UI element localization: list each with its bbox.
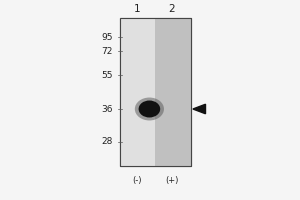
Text: (+): (+) (165, 176, 178, 186)
Bar (120, 18, 154, 166)
Text: 72: 72 (101, 46, 112, 55)
Polygon shape (193, 104, 206, 114)
Text: 28: 28 (101, 138, 112, 146)
Text: 95: 95 (101, 32, 112, 42)
Bar (154, 18, 190, 166)
Ellipse shape (139, 100, 160, 117)
Bar (120, 18, 190, 166)
Text: 2: 2 (168, 4, 175, 14)
Ellipse shape (135, 98, 164, 120)
Bar (120, 18, 190, 166)
Text: 1: 1 (134, 4, 141, 14)
Text: (-): (-) (133, 176, 142, 186)
Text: 55: 55 (101, 71, 112, 79)
Text: 36: 36 (101, 104, 112, 114)
